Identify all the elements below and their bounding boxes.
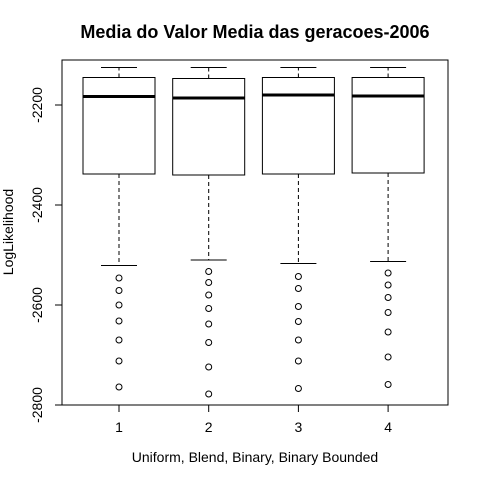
- chart-title: Media do Valor Media das geracoes-2006: [80, 22, 429, 42]
- outlier-point: [384, 328, 392, 336]
- outlier-point: [205, 363, 213, 371]
- box-rect: [172, 78, 246, 176]
- box-2: [172, 67, 246, 398]
- outlier-point: [384, 353, 392, 361]
- outlier-point: [294, 318, 302, 325]
- outlier-point: [384, 381, 392, 388]
- x-tick-label: 4: [384, 419, 392, 435]
- x-axis: 1 2 3 4: [115, 404, 392, 435]
- outlier-point: [115, 357, 123, 365]
- outlier-point: [205, 339, 213, 346]
- outlier-point: [294, 303, 302, 310]
- y-axis-label: LogLikelihood: [0, 189, 16, 275]
- outlier-point: [294, 385, 302, 392]
- y-axis: -2800 -2600 -2400 -2200: [29, 87, 63, 423]
- outlier-point: [205, 279, 213, 286]
- outlier-point: [294, 273, 302, 280]
- outlier-point: [115, 336, 123, 344]
- outlier-point: [384, 309, 392, 316]
- x-tick-label: 2: [205, 419, 213, 435]
- outlier-point: [205, 268, 213, 275]
- outlier-point: [205, 291, 213, 299]
- box-rect: [351, 77, 425, 174]
- x-axis-label: Uniform, Blend, Binary, Binary Bounded: [132, 449, 378, 465]
- outlier-point: [115, 274, 123, 282]
- y-tick-label: -2400: [29, 187, 45, 223]
- outlier-point: [205, 390, 213, 398]
- outlier-point: [384, 294, 392, 301]
- box-rect: [82, 77, 156, 175]
- x-tick-label: 1: [115, 419, 123, 435]
- y-tick-label: -2200: [29, 87, 45, 123]
- outlier-point: [115, 383, 123, 391]
- box-4: [351, 67, 425, 388]
- outlier-point: [115, 287, 123, 294]
- outlier-point: [294, 336, 302, 344]
- outlier-point: [294, 285, 302, 292]
- box-1: [82, 67, 156, 391]
- box-3: [261, 67, 335, 392]
- outlier-point: [294, 357, 302, 365]
- outlier-point: [115, 317, 123, 325]
- outlier-point: [384, 281, 392, 289]
- outlier-point: [205, 305, 213, 312]
- box-group: [82, 67, 425, 398]
- outlier-point: [115, 301, 123, 309]
- outlier-point: [384, 269, 392, 277]
- box-rect: [261, 77, 335, 175]
- x-tick-label: 3: [295, 419, 303, 435]
- y-tick-label: -2600: [29, 287, 45, 323]
- y-tick-label: -2800: [29, 387, 45, 423]
- outlier-point: [205, 320, 213, 328]
